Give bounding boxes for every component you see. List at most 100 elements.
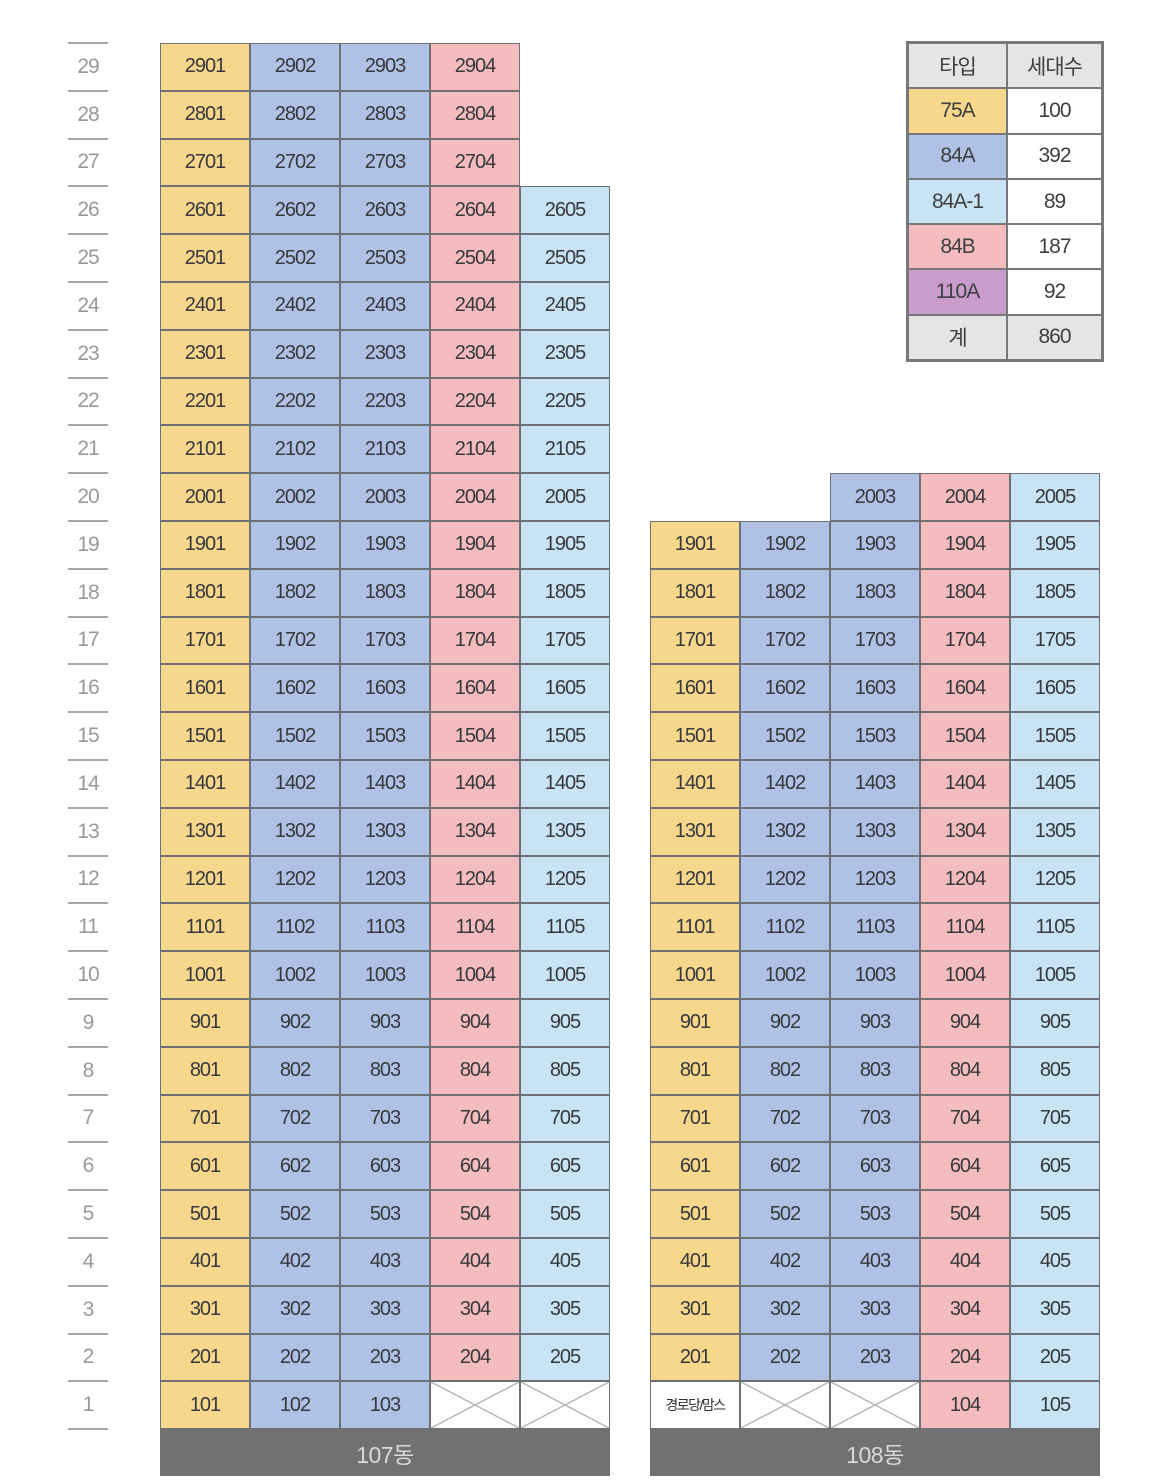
floor-label-19: 19 [68,520,108,569]
unit-cell-2804: 2804 [430,90,520,139]
unit-cell-1703: 1703 [340,616,430,665]
floor-label-15: 15 [68,711,108,760]
floor-tick [68,567,108,570]
unit-cell-1403: 1403 [340,760,430,808]
unit-cell-302: 302 [740,1285,830,1334]
floor-4-row: 401 402 403 404 405 [650,1238,1100,1286]
legend-header-type: 타입 [908,43,1007,89]
unit-cell-1904: 1904 [430,521,520,569]
unit-cell-2101: 2101 [160,425,250,474]
unit-cell-803: 803 [830,1046,920,1095]
unit-cell-304: 304 [430,1285,520,1334]
floor-8-row: 801 802 803 804 805 [160,1046,610,1095]
unit-cell-1704: 1704 [430,616,520,665]
unit-cell-2105: 2105 [520,425,610,474]
unit-cell-1903: 1903 [830,521,920,569]
floor-tick [68,1380,108,1383]
unit-cell-1102: 1102 [740,903,830,952]
unit-cell-1405: 1405 [1010,760,1100,808]
unit-cell-2901: 2901 [160,43,250,91]
unit-cell-1903: 1903 [340,521,430,569]
floor-label-22: 22 [68,376,108,426]
unit-cell-1802: 1802 [250,568,340,617]
unit-cell-1504: 1504 [430,712,520,760]
unit-cell-601: 601 [650,1142,740,1191]
unit-cell-1104: 1104 [920,903,1010,952]
unit-cell-902: 902 [250,999,340,1047]
unit-cell-103: 103 [340,1381,430,1430]
unit-cell-1601: 1601 [650,664,740,713]
unit-cell-602: 602 [740,1142,830,1191]
unit-cell-2004: 2004 [920,473,1010,521]
legend-header-row: 타입 세대수 [908,43,1102,89]
unit-cell-2405: 2405 [520,282,610,330]
legend-count-value: 860 [1007,314,1102,361]
floor-tick [68,520,108,522]
legend-count-value: 92 [1007,269,1102,315]
unit-cell-1001: 1001 [160,951,250,999]
unit-cell-505: 505 [520,1190,610,1238]
floor-5-row: 501 502 503 504 505 [650,1190,1100,1238]
unit-cell-802: 802 [250,1046,340,1095]
unavailable-cell [520,1381,610,1430]
unit-cell-1602: 1602 [250,664,340,713]
unit-cell-2902: 2902 [250,43,340,91]
legend-type-swatch: 84A [908,133,1007,179]
unit-cell-1801: 1801 [160,568,250,617]
unit-cell-203: 203 [340,1333,430,1382]
floor-tick [68,1093,108,1096]
unit-cell-1502: 1502 [740,712,830,760]
floor-tick [68,1332,108,1335]
unit-cell-702: 702 [250,1094,340,1143]
floor-tick [68,328,108,331]
unit-cell-403: 403 [830,1238,920,1286]
floor-label-13: 13 [68,806,108,856]
unit-cell-1902: 1902 [740,521,830,569]
unit-cell-1101: 1101 [160,903,250,952]
unit-cell-2402: 2402 [250,282,340,330]
unit-cell-603: 603 [340,1142,430,1191]
unit-cell-301: 301 [650,1285,740,1334]
floor-14-row: 1401 1402 1403 1404 1405 [160,760,610,808]
unit-cell-1704: 1704 [920,616,1010,665]
unit-cell-301: 301 [160,1285,250,1334]
unit-cell-501: 501 [160,1190,250,1238]
unit-cell-2504: 2504 [430,234,520,282]
unit-cell-604: 604 [430,1142,520,1191]
legend-row-84B: 84B 187 [908,224,1102,270]
unit-cell-705: 705 [1010,1094,1100,1143]
unit-cell-2404: 2404 [430,282,520,330]
unit-cell-304: 304 [920,1285,1010,1334]
unit-cell-2803: 2803 [340,90,430,139]
unit-cell-204: 204 [430,1333,520,1382]
floor-tick [68,376,108,379]
unit-cell-805: 805 [1010,1046,1100,1095]
unit-cell-2002: 2002 [250,473,340,521]
floor-label-28: 28 [68,89,108,139]
unit-cell-505: 505 [1010,1190,1100,1238]
unit-cell-1905: 1905 [1010,521,1100,569]
unit-cell-1402: 1402 [250,760,340,808]
unit-cell-1103: 1103 [830,903,920,952]
unit-cell-1502: 1502 [250,712,340,760]
floor-label-6: 6 [68,1141,108,1190]
unit-cell-2304: 2304 [430,329,520,378]
unit-cell-1201: 1201 [160,855,250,904]
unit-cell-1503: 1503 [340,712,430,760]
unit-cell-404: 404 [920,1238,1010,1286]
unit-cell-1003: 1003 [340,951,430,999]
floor-11-row: 1101 1102 1103 1104 1105 [650,903,1100,952]
unit-cell-804: 804 [430,1046,520,1095]
unit-cell-603: 603 [830,1142,920,1191]
floor-tick [68,950,108,953]
unit-cell-1501: 1501 [160,712,250,760]
unit-cell-305: 305 [1010,1285,1100,1334]
floor-20-row: 2003 2004 2005 [650,473,1100,521]
unit-cell-1705: 1705 [1010,616,1100,665]
unit-cell-2403: 2403 [340,282,430,330]
unavailable-cell [830,1381,920,1430]
unit-cell-1804: 1804 [920,568,1010,617]
unavailable-cell [430,1381,520,1430]
unit-cell-204: 204 [920,1333,1010,1382]
floor-9-row: 901 902 903 904 905 [650,999,1100,1047]
